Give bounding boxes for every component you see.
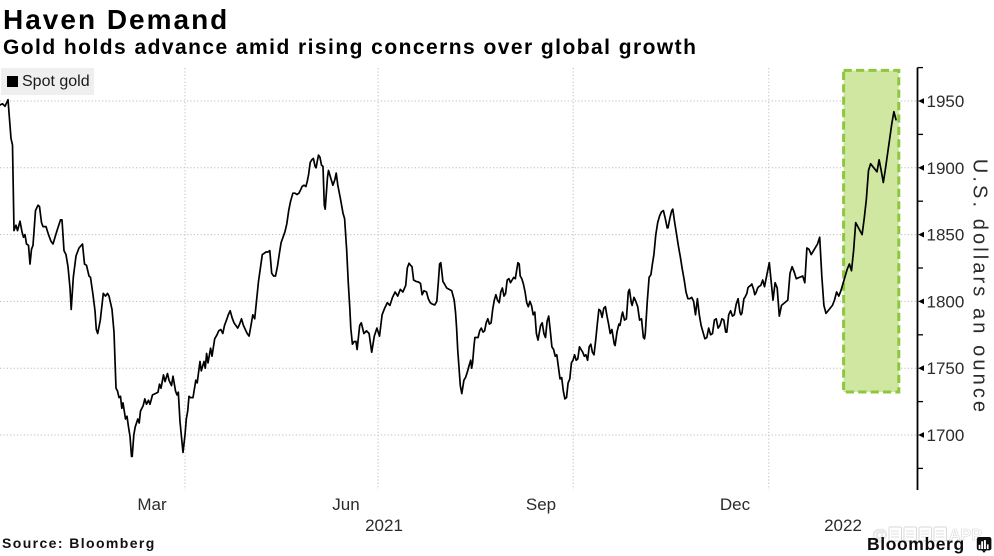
svg-text:APP: APP — [949, 527, 982, 544]
svg-text:Sep: Sep — [526, 495, 556, 514]
svg-text:U.S. dollars an ounce: U.S. dollars an ounce — [969, 159, 991, 415]
svg-text:@: @ — [872, 527, 888, 544]
svg-text:2021: 2021 — [365, 516, 403, 535]
svg-text:1850: 1850 — [927, 226, 965, 245]
svg-text:1950: 1950 — [927, 92, 965, 111]
svg-text:1800: 1800 — [927, 292, 965, 311]
svg-text:1900: 1900 — [927, 159, 965, 178]
svg-text:Dec: Dec — [720, 495, 751, 514]
svg-text:1750: 1750 — [927, 359, 965, 378]
svg-text:1700: 1700 — [927, 426, 965, 445]
svg-text:Mar: Mar — [137, 495, 167, 514]
svg-text:2022: 2022 — [824, 516, 862, 535]
svg-text:Jun: Jun — [332, 495, 359, 514]
